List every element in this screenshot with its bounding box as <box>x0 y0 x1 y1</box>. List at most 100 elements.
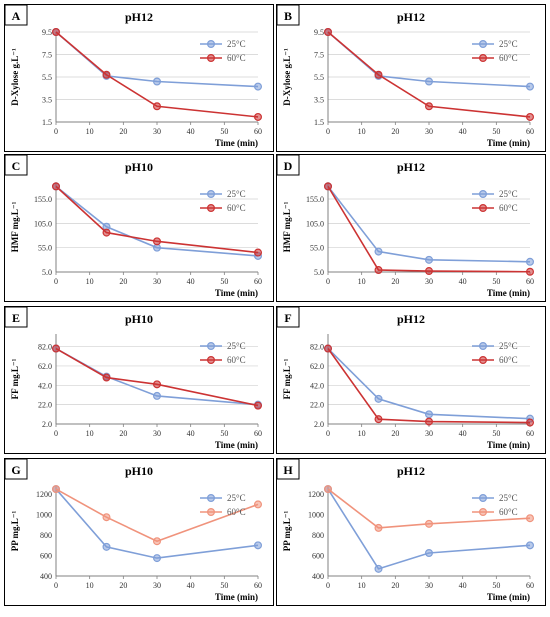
data-point <box>323 182 332 191</box>
x-tick-label: 30 <box>425 277 433 286</box>
y-tick-label: 7.5 <box>314 51 324 60</box>
y-axis-label: FF mg.L⁻¹ <box>282 358 292 399</box>
series-60c <box>51 344 263 410</box>
legend-marker <box>207 355 216 364</box>
data-point <box>153 237 162 246</box>
legend-marker <box>479 39 488 48</box>
legend-marker <box>479 189 488 198</box>
series-line <box>55 185 259 254</box>
legend-label: 25°C <box>499 39 518 49</box>
x-axis-label: Time (min) <box>487 288 530 298</box>
panel-border <box>4 306 274 454</box>
x-tick-label: 40 <box>459 277 467 286</box>
data-point <box>425 77 434 86</box>
legend-label: 25°C <box>227 341 246 351</box>
panel-letter: H <box>283 463 293 477</box>
y-tick-label: 82.0 <box>310 343 324 352</box>
x-tick-label: 50 <box>220 581 228 590</box>
data-point <box>526 267 535 276</box>
data-point <box>51 28 60 37</box>
panel-letter: C <box>12 159 21 173</box>
data-point <box>425 519 434 528</box>
x-tick-label: 10 <box>358 581 366 590</box>
data-point <box>374 415 383 424</box>
x-tick-label: 20 <box>119 127 127 136</box>
legend-label: 60°C <box>499 507 518 517</box>
y-axis-label: FF mg.L⁻¹ <box>10 358 20 399</box>
panel-letter: F <box>284 311 291 325</box>
panel-border <box>276 154 546 302</box>
x-tick-label: 30 <box>153 277 161 286</box>
panel-letter: D <box>284 159 293 173</box>
x-tick-label: 50 <box>492 277 500 286</box>
y-tick-label: 1.5 <box>314 118 324 127</box>
legend-label: 25°C <box>227 189 246 199</box>
x-tick-label: 0 <box>54 127 58 136</box>
panel-letter-box <box>276 154 300 176</box>
series-60c <box>323 485 535 532</box>
legend-marker <box>479 203 488 212</box>
y-tick-label: 155.0 <box>306 195 324 204</box>
chart-title: pH12 <box>397 464 425 478</box>
x-tick-label: 60 <box>526 429 534 438</box>
y-tick-label: 22.0 <box>310 401 324 410</box>
data-point <box>323 485 332 494</box>
x-tick-label: 0 <box>54 581 58 590</box>
data-point <box>323 28 332 37</box>
series-60c <box>323 344 535 427</box>
data-point <box>153 380 162 389</box>
y-tick-label: 5.5 <box>314 73 324 82</box>
data-point <box>374 394 383 403</box>
y-tick-label: 62.0 <box>310 362 324 371</box>
x-tick-label: 60 <box>526 581 534 590</box>
data-point <box>254 541 263 550</box>
data-point <box>254 248 263 257</box>
x-tick-label: 30 <box>153 429 161 438</box>
data-point <box>425 267 434 276</box>
panel-border <box>276 458 546 606</box>
data-point <box>153 537 162 546</box>
x-tick-label: 20 <box>391 277 399 286</box>
y-tick-label: 9.5 <box>42 28 52 37</box>
chart-title: pH12 <box>397 10 425 24</box>
x-tick-label: 50 <box>492 127 500 136</box>
x-tick-label: 40 <box>187 127 195 136</box>
y-tick-label: 600 <box>312 552 324 561</box>
x-tick-label: 50 <box>492 429 500 438</box>
x-tick-label: 10 <box>86 429 94 438</box>
x-tick-label: 60 <box>254 277 262 286</box>
x-tick-label: 20 <box>391 581 399 590</box>
data-point <box>153 77 162 86</box>
legend-label: 60°C <box>227 355 246 365</box>
legend-marker <box>207 493 216 502</box>
legend-marker <box>207 507 216 516</box>
data-point <box>374 523 383 532</box>
panel-letter-box <box>4 4 28 26</box>
y-tick-label: 62.0 <box>38 362 52 371</box>
panel-border <box>4 4 274 152</box>
y-tick-label: 42.0 <box>38 381 52 390</box>
legend-marker <box>207 39 216 48</box>
data-point <box>51 344 60 353</box>
y-tick-label: 1200 <box>36 490 52 499</box>
series-line <box>327 348 531 424</box>
series-60c <box>323 182 535 276</box>
data-point <box>526 514 535 523</box>
data-point <box>102 70 111 79</box>
y-tick-label: 1000 <box>308 511 324 520</box>
panel-letter: G <box>11 463 20 477</box>
y-axis-label: D-Xylose g.L⁻¹ <box>282 48 292 106</box>
panel-letter-box <box>4 458 28 480</box>
y-axis-label: PP mg.L⁻¹ <box>282 510 292 551</box>
y-axis-label: HMF mg.L⁻¹ <box>10 201 20 252</box>
series-line <box>327 185 531 273</box>
panel-letter: A <box>12 9 21 23</box>
legend-label: 60°C <box>227 203 246 213</box>
panel-border <box>276 306 546 454</box>
x-tick-label: 30 <box>425 581 433 590</box>
data-point <box>526 418 535 427</box>
y-tick-label: 155.0 <box>34 195 52 204</box>
